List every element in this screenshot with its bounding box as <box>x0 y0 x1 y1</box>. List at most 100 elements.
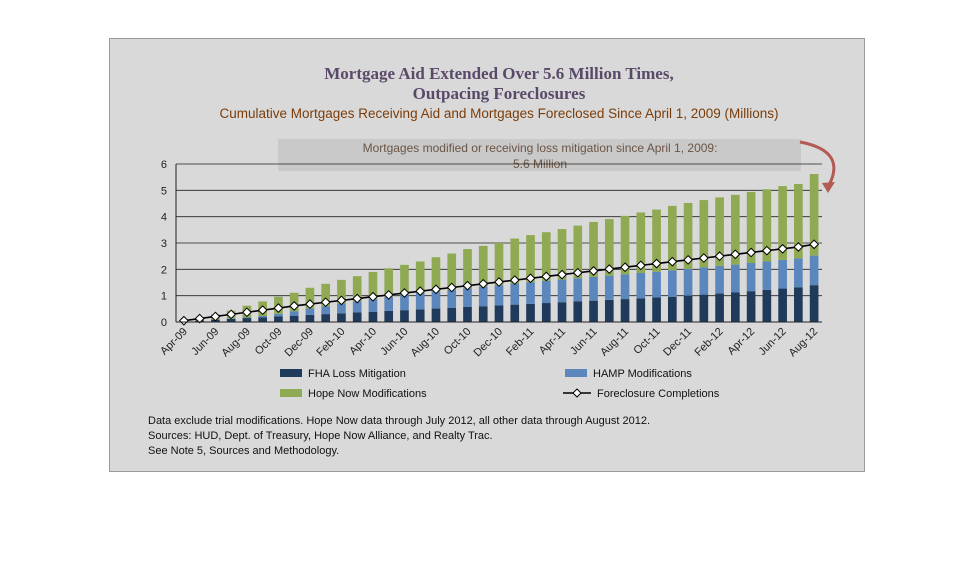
foreclosure-completions-point <box>525 273 536 284</box>
fha-loss-mitigation-bar <box>715 293 724 322</box>
hamp-modifications-bar <box>478 286 488 307</box>
foreclosure-completions-point <box>651 258 662 269</box>
fha-loss-mitigation-bar <box>526 303 535 322</box>
hamp-modifications-bar <box>636 273 646 299</box>
bars <box>179 174 819 322</box>
hamp-modifications-bar <box>541 280 551 304</box>
foreclosure-completions-point <box>478 278 489 289</box>
fha-loss-mitigation-bar <box>337 313 346 322</box>
foreclosure-completions-point <box>793 242 804 252</box>
hamp-modifications-bar <box>778 259 787 289</box>
x-tick-label: Aug-11 <box>598 326 631 359</box>
foreclosure-completions-legend-marker <box>572 388 582 398</box>
hamp-modifications-bar <box>652 271 661 298</box>
fha-loss-mitigation-bar <box>667 296 677 322</box>
fha-loss-mitigation-bar <box>352 312 362 322</box>
hope-now-modifications-bar <box>667 205 677 271</box>
hamp-modifications-bar <box>683 268 693 296</box>
hope-now-modifications-bar <box>620 215 630 275</box>
hamp-modifications-bar <box>699 267 709 295</box>
hamp-modifications-bar <box>715 265 724 294</box>
foreclosure-completions-point <box>320 297 331 308</box>
y-tick-label: 0 <box>161 317 167 329</box>
fha-loss-mitigation-bar <box>573 301 583 322</box>
fha-loss-mitigation-bar <box>620 299 630 322</box>
hamp-modifications-bar <box>589 276 598 301</box>
x-tick-label: Jun-12 <box>756 326 788 358</box>
hamp-modifications-bar <box>604 275 614 300</box>
hamp-modifications-bar <box>526 282 535 304</box>
foreclosure-completions-point <box>714 251 725 262</box>
foreclosure-completions-point <box>494 277 504 287</box>
x-tick-label: Jun-10 <box>378 326 410 358</box>
fha-loss-mitigation-bar <box>258 317 267 322</box>
chart-panel: Mortgage Aid Extended Over 5.6 Million T… <box>109 38 865 472</box>
fha-loss-mitigation-bar <box>699 294 709 322</box>
fha-loss-mitigation-bar <box>400 310 409 322</box>
foreclosure-completions-point <box>777 243 788 254</box>
hope-now-modifications-bar <box>494 243 504 286</box>
hope-now-modifications-legend-label: Hope Now Modifications <box>308 388 427 400</box>
x-tick-label: Dec-10 <box>472 326 506 360</box>
hamp-modifications-bar <box>510 283 520 305</box>
x-tick-label: Dec-11 <box>661 326 694 359</box>
x-tick-label: Aug-09 <box>219 326 253 360</box>
hamp-modifications-bar <box>731 264 740 293</box>
fha-loss-mitigation-bar <box>683 295 693 322</box>
fha-loss-mitigation-bar <box>731 292 740 322</box>
annotation-arrow <box>799 140 836 188</box>
hope-now-modifications-bar <box>683 202 693 269</box>
hope-now-modifications-bar <box>652 209 661 272</box>
hope-now-modifications-bar <box>636 212 646 274</box>
hamp-modifications-bar <box>337 303 346 314</box>
hamp-modifications-bar <box>368 298 378 312</box>
chart-title-line-2: Outpacing Foreclosures <box>413 84 586 103</box>
foreclosure-completions-point <box>572 267 583 278</box>
foreclosure-completions-point <box>226 309 237 320</box>
x-tick-label: Aug-12 <box>787 326 821 360</box>
hope-now-modifications-bar <box>400 264 409 295</box>
fha-loss-mitigation-bar <box>415 309 425 322</box>
hamp-modifications-bar <box>305 308 315 315</box>
fha-loss-mitigation-bar <box>541 303 551 322</box>
hope-now-modifications-bar <box>557 229 567 280</box>
y-axis-ticks: 0 1 2 3 4 5 6 <box>161 159 167 329</box>
hamp-modifications-bar <box>258 315 267 318</box>
x-tick-label: Apr-09 <box>158 326 190 358</box>
hamp-modifications-bar <box>463 288 472 307</box>
annotation-box <box>278 139 801 171</box>
foreclosure-completions-point <box>399 288 410 298</box>
x-tick-label: Aug-10 <box>409 326 443 360</box>
hope-now-modifications-bar <box>731 194 740 265</box>
fha-loss-mitigation-bar <box>242 318 252 322</box>
fha-loss-mitigation-bar <box>478 306 488 322</box>
annotation-arrowhead <box>822 182 835 193</box>
hope-now-modifications-bar <box>762 189 772 262</box>
hamp-modifications-legend-swatch <box>565 369 587 377</box>
annotation-line-1: Mortgages modified or receiving loss mit… <box>363 141 718 155</box>
hope-now-modifications-bar <box>337 279 346 304</box>
fha-loss-mitigation-legend-swatch <box>280 369 302 377</box>
note-line-1: Data exclude trial modifications. Hope N… <box>148 415 650 427</box>
foreclosure-completions-point <box>730 249 741 260</box>
foreclosure-completions-point <box>257 305 268 316</box>
foreclosure-completions-point <box>604 264 615 274</box>
hamp-modifications-bar <box>809 255 819 286</box>
hope-now-modifications-bar <box>305 287 315 309</box>
hamp-modifications-legend-label: HAMP Modifications <box>593 368 692 380</box>
y-tick-label: 4 <box>161 212 167 224</box>
x-tick-label: Jun-09 <box>189 326 221 358</box>
hope-now-modifications-bar <box>715 197 724 266</box>
foreclosure-completions-point <box>368 291 378 302</box>
foreclosure-completions-point <box>352 293 363 304</box>
y-tick-label: 2 <box>161 264 167 276</box>
x-tick-label: Oct-10 <box>442 326 474 358</box>
note-line-2: Sources: HUD, Dept. of Treasury, Hope No… <box>148 430 493 442</box>
fha-loss-mitigation-bar <box>746 291 756 322</box>
fha-loss-mitigation-bar <box>494 305 504 322</box>
hope-now-modifications-bar <box>526 235 535 283</box>
hope-now-modifications-bar <box>463 249 472 289</box>
fha-loss-mitigation-bar <box>431 308 441 322</box>
foreclosure-line <box>178 239 820 326</box>
